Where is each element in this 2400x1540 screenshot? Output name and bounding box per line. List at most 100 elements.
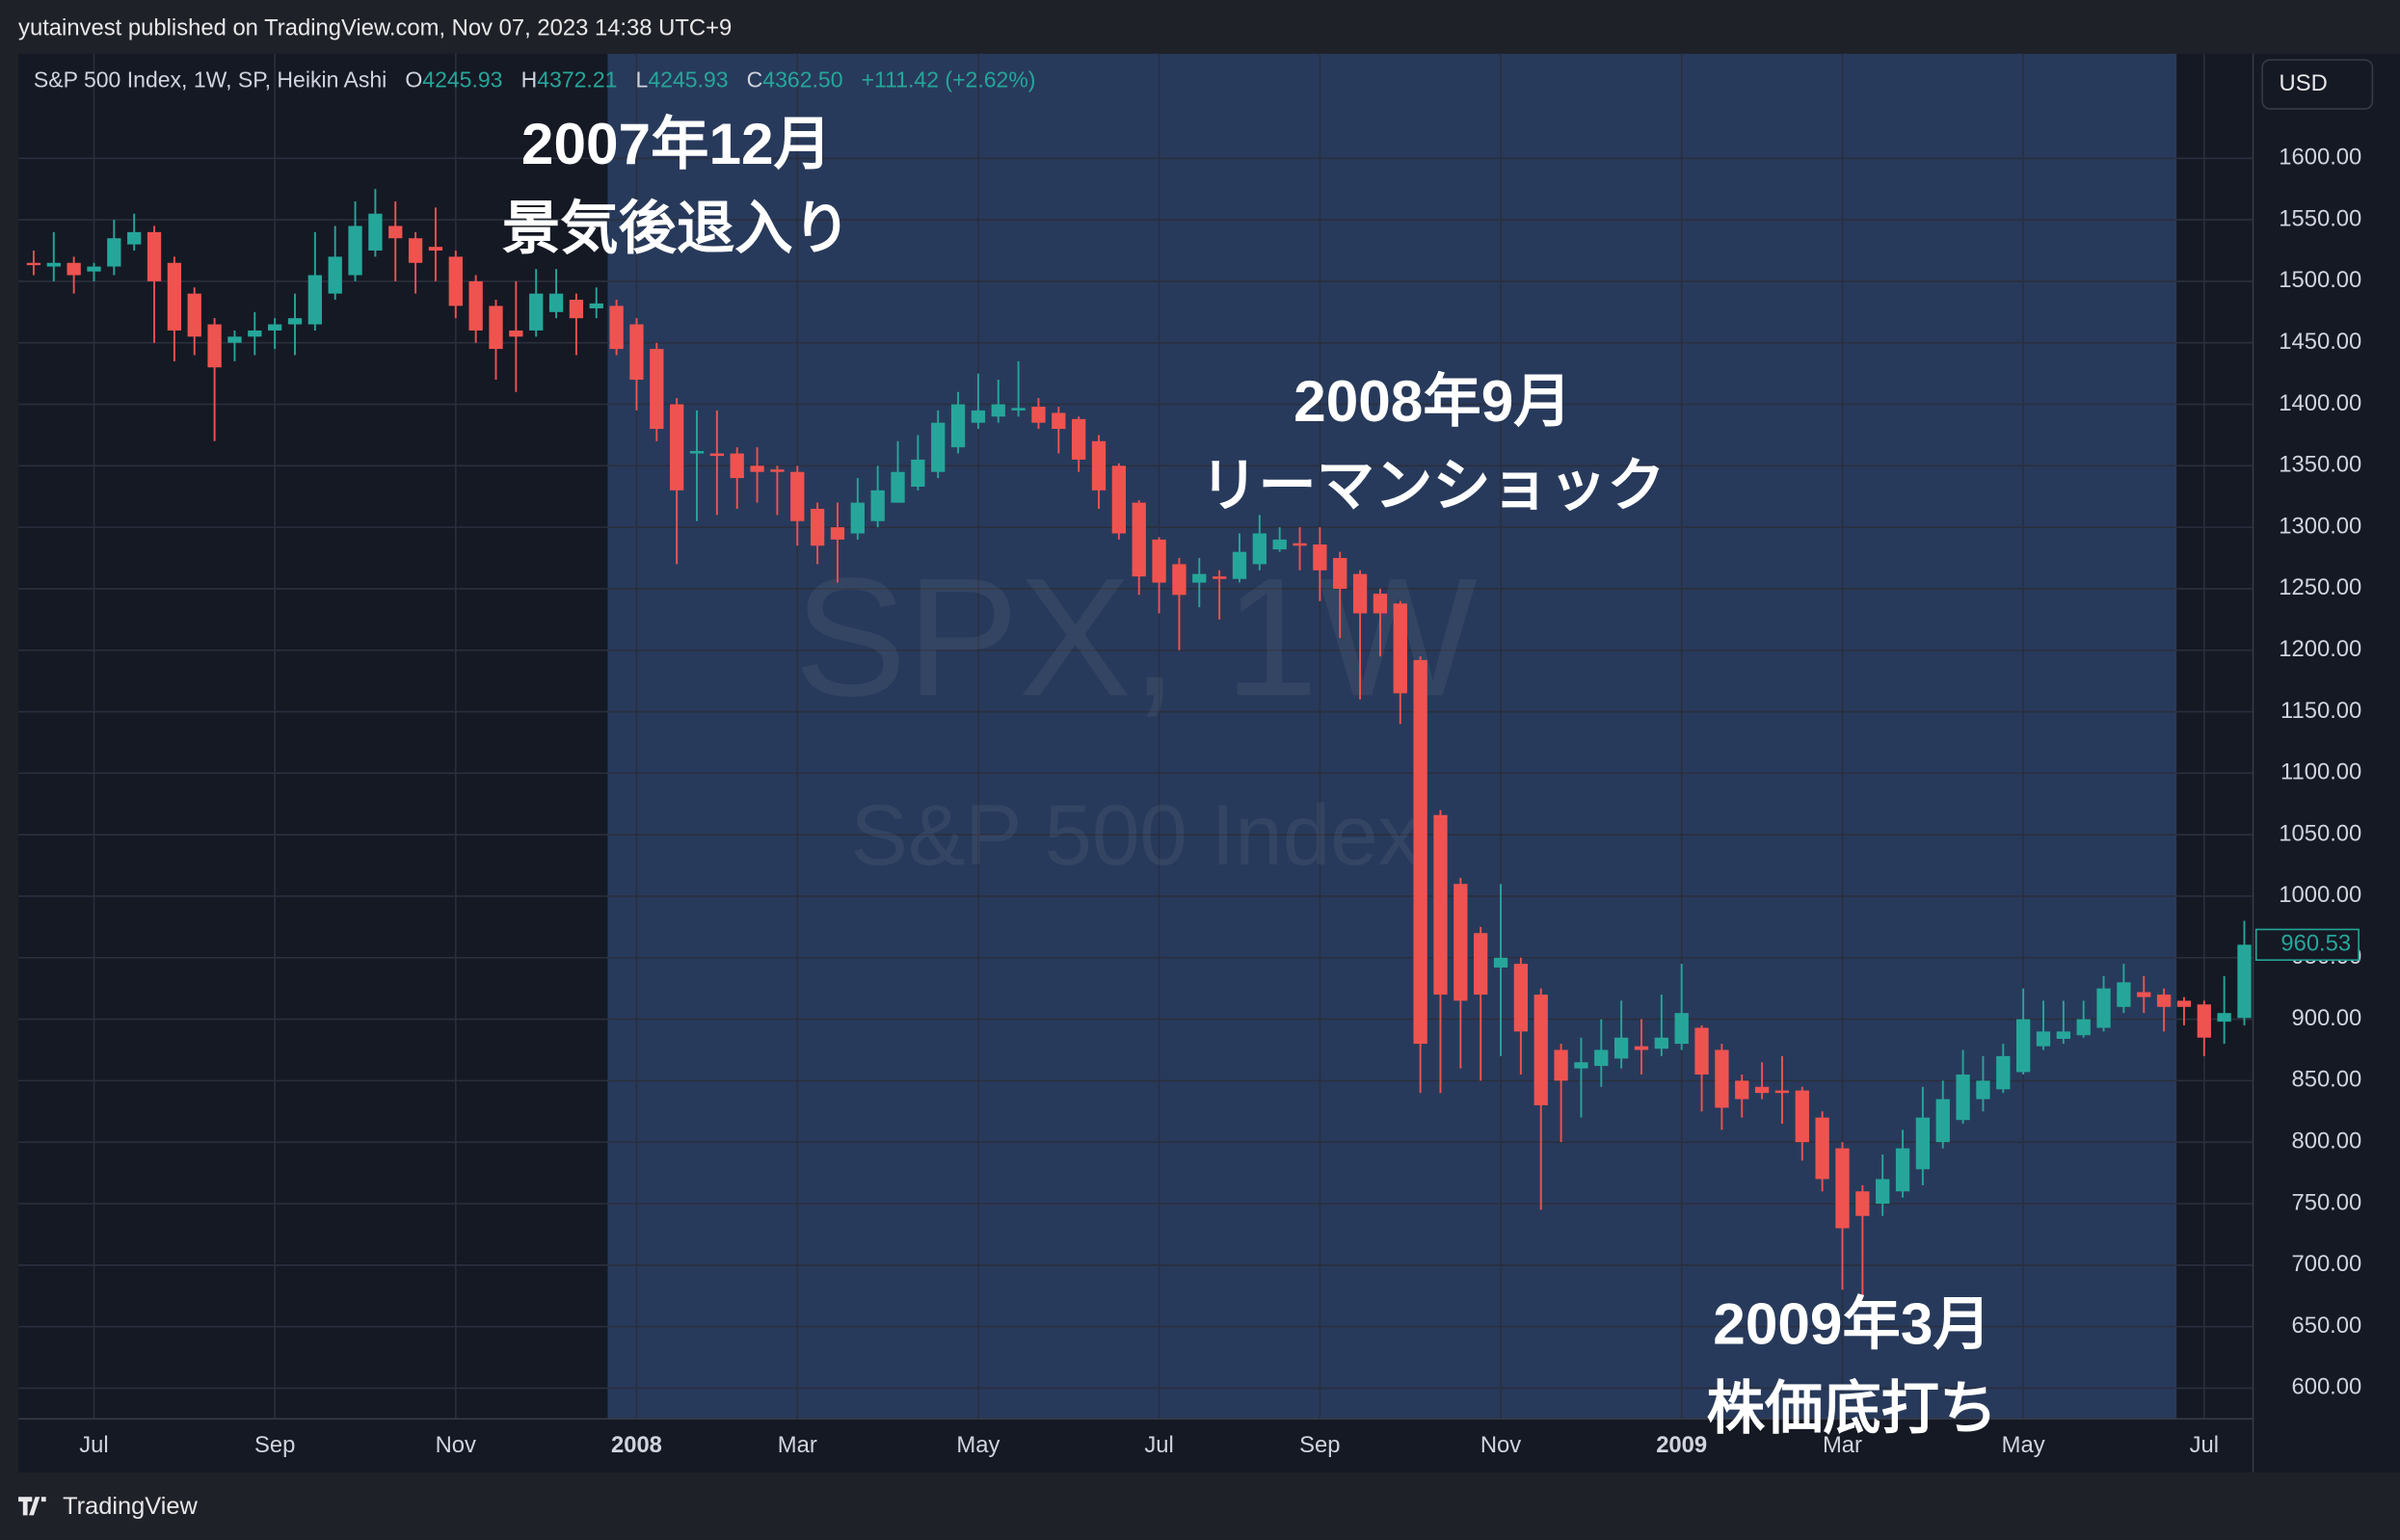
candle-body	[1313, 544, 1327, 571]
candle-body	[1493, 957, 1508, 968]
candle-body	[448, 256, 463, 306]
y-tick-label: 1400.00	[2279, 390, 2361, 416]
candle-body	[87, 266, 101, 272]
candle-body	[26, 262, 41, 266]
y-tick-label: 750.00	[2291, 1189, 2361, 1215]
candle-body	[1996, 1055, 2011, 1090]
candle-body	[1795, 1090, 1809, 1143]
candle-body	[1272, 539, 1287, 550]
candle-body	[1815, 1117, 1829, 1180]
candle-body	[1132, 502, 1146, 577]
candle-body	[107, 238, 121, 267]
annotation: 2008年9月	[1293, 368, 1571, 434]
candle-body	[1715, 1049, 1729, 1108]
candle-body	[1192, 573, 1207, 583]
candle-body	[388, 226, 403, 239]
last-price-box	[2254, 928, 2360, 962]
candle-body	[689, 451, 705, 454]
legend: S&P 500 Index, 1W, SP, Heikin Ashi O4245…	[34, 66, 1036, 92]
candle-body	[1111, 465, 1127, 534]
currency-button[interactable]	[2261, 59, 2374, 110]
candle-body	[2076, 1019, 2091, 1036]
y-tick-label: 1250.00	[2279, 574, 2361, 600]
axes: 600.00 650.00 700.00 750.00 800.00 850.00 900.…	[79, 145, 2361, 1459]
candle-body	[971, 410, 986, 423]
legend-key: O	[405, 66, 422, 92]
x-tick-label: 2008	[611, 1432, 662, 1458]
candle-body	[1212, 576, 1227, 579]
x-tick-label: May	[2002, 1432, 2045, 1458]
brand[interactable]: TradingView	[63, 1493, 198, 1520]
candle-body	[1694, 1027, 1709, 1075]
y-tick-label: 650.00	[2291, 1313, 2361, 1339]
legend-key: L	[636, 66, 649, 92]
x-tick-label: 2009	[1656, 1432, 1707, 1458]
y-tick-label: 900.00	[2291, 1005, 2361, 1031]
candle-body	[1956, 1074, 1970, 1121]
candle-body	[1252, 533, 1267, 565]
candle-body	[870, 490, 885, 521]
candle-body	[348, 226, 362, 276]
legend-value: 4362.50	[762, 66, 842, 92]
candle-body	[307, 275, 322, 325]
candle-body	[147, 231, 162, 281]
annotation: 株価底打ち	[1707, 1375, 1998, 1441]
candle-body	[2015, 1019, 2031, 1073]
y-tick-label: 1050.00	[2279, 820, 2361, 846]
candle-body	[1433, 814, 1448, 996]
x-tick-label: Jul	[2190, 1432, 2219, 1458]
candle-body	[850, 502, 865, 534]
candle-body	[529, 293, 544, 331]
candle-body	[1735, 1080, 1749, 1100]
y-tick-label: 1300.00	[2279, 513, 2361, 539]
candle-body	[1855, 1191, 1870, 1216]
candle-body	[891, 471, 905, 503]
candle-body	[1895, 1148, 1910, 1192]
candle-body	[328, 256, 342, 294]
candle-body	[1774, 1090, 1790, 1094]
y-tick-label: 1200.00	[2279, 636, 2361, 662]
logo	[18, 1497, 46, 1516]
candle-body	[1976, 1080, 1990, 1100]
candle-body	[1011, 408, 1026, 411]
x-tick-label: Mar	[778, 1432, 817, 1458]
candle-body	[730, 453, 744, 479]
annotation: 2009年3月	[1713, 1291, 1990, 1357]
y-tick-label: 600.00	[2291, 1374, 2361, 1400]
annotation: 2007年12月	[521, 111, 832, 176]
x-tick-label: Jul	[1144, 1432, 1173, 1458]
candle-body	[1453, 884, 1468, 1001]
y-tick-label: 850.00	[2291, 1067, 2361, 1093]
currency[interactable]: USD	[2280, 70, 2328, 96]
legend-change: +111.42 (+2.62%)	[862, 66, 1036, 92]
candle-body	[287, 318, 303, 325]
candles	[26, 189, 2252, 1296]
y-tick-label: 1450.00	[2279, 329, 2361, 355]
candle-body	[1513, 964, 1529, 1032]
candle-body	[1413, 659, 1427, 1045]
candle-body	[2096, 988, 2111, 1028]
candle-body	[2036, 1031, 2051, 1047]
candle-body	[127, 231, 142, 245]
x-tick-label: Sep	[254, 1432, 295, 1458]
candle-body	[187, 293, 201, 337]
candle-body	[1352, 573, 1368, 614]
candle-body	[428, 247, 443, 251]
candle-body	[1915, 1117, 1931, 1170]
y-tick-label: 700.00	[2291, 1251, 2361, 1277]
candle-body	[750, 465, 764, 472]
candle-body	[1935, 1099, 1950, 1143]
candle-body	[1613, 1037, 1629, 1059]
candle-body	[248, 330, 262, 337]
y-tick-label: 1000.00	[2279, 882, 2361, 908]
legend-value: 4245.93	[648, 66, 728, 92]
candle-body	[790, 471, 805, 521]
candle-body	[67, 262, 81, 276]
candle-body	[609, 305, 624, 350]
annotation: リーマンショック	[1200, 452, 1666, 518]
y-tick-label: 800.00	[2291, 1128, 2361, 1154]
x-tick-label: Nov	[436, 1432, 476, 1458]
legend-key: H	[521, 66, 538, 92]
brand-logo	[18, 1497, 46, 1516]
